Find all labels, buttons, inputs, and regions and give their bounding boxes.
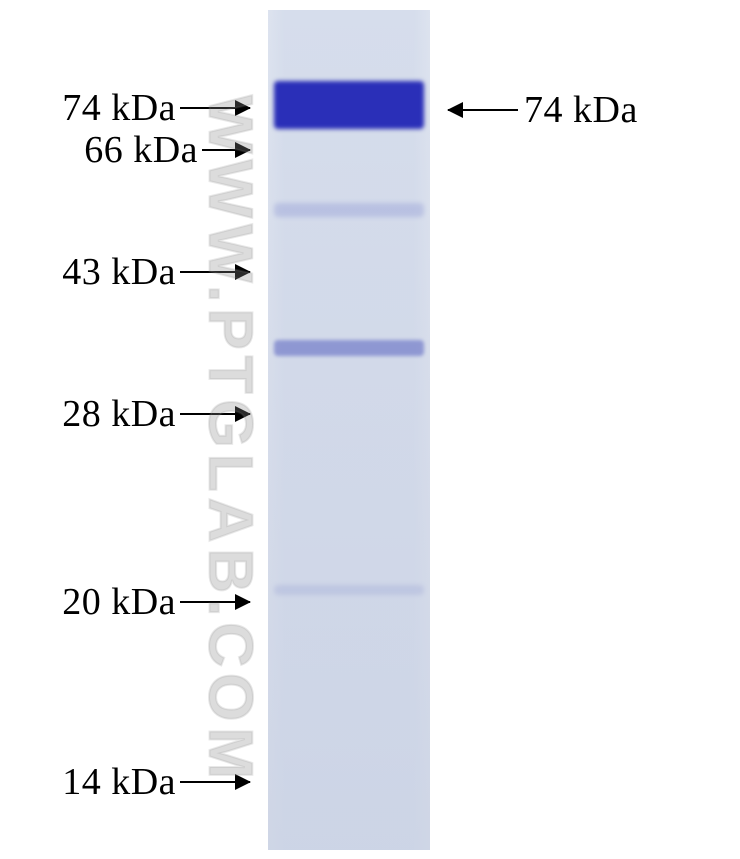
right-marker: 74 kDa [432, 88, 738, 132]
left-marker: 43 kDa [0, 250, 266, 294]
band-near-30kDa [274, 340, 423, 356]
marker-label-text: 20 kDa [62, 580, 176, 624]
faint-band-20kDa [274, 585, 423, 595]
arrow-right-icon [202, 149, 250, 152]
arrow-right-icon [180, 601, 250, 604]
arrow-right-icon [180, 781, 250, 784]
marker-label-text: 14 kDa [62, 760, 176, 804]
left-marker: 20 kDa [0, 580, 266, 624]
major-band-74kDa [274, 81, 423, 129]
arrow-right-icon [180, 413, 250, 416]
arrow-right-icon [180, 271, 250, 274]
arrow-right-icon [180, 107, 250, 110]
marker-label-text: 43 kDa [62, 250, 176, 294]
left-marker: 28 kDa [0, 392, 266, 436]
marker-label-text: 74 kDa [524, 88, 638, 132]
watermark-text: WWW.PTGLAB.COM [195, 95, 266, 785]
left-marker: 14 kDa [0, 760, 266, 804]
left-marker: 66 kDa [0, 128, 266, 172]
marker-label-text: 66 kDa [84, 128, 198, 172]
gel-lane [268, 10, 430, 850]
marker-label-text: 28 kDa [62, 392, 176, 436]
arrow-left-icon [448, 109, 518, 112]
faint-band-43-50kDa [274, 203, 423, 217]
gel-lane-background [268, 10, 430, 850]
marker-label-text: 74 kDa [62, 86, 176, 130]
left-marker: 74 kDa [0, 86, 266, 130]
gel-figure: 74 kDa66 kDa43 kDa28 kDa20 kDa14 kDa 74 … [0, 0, 740, 859]
